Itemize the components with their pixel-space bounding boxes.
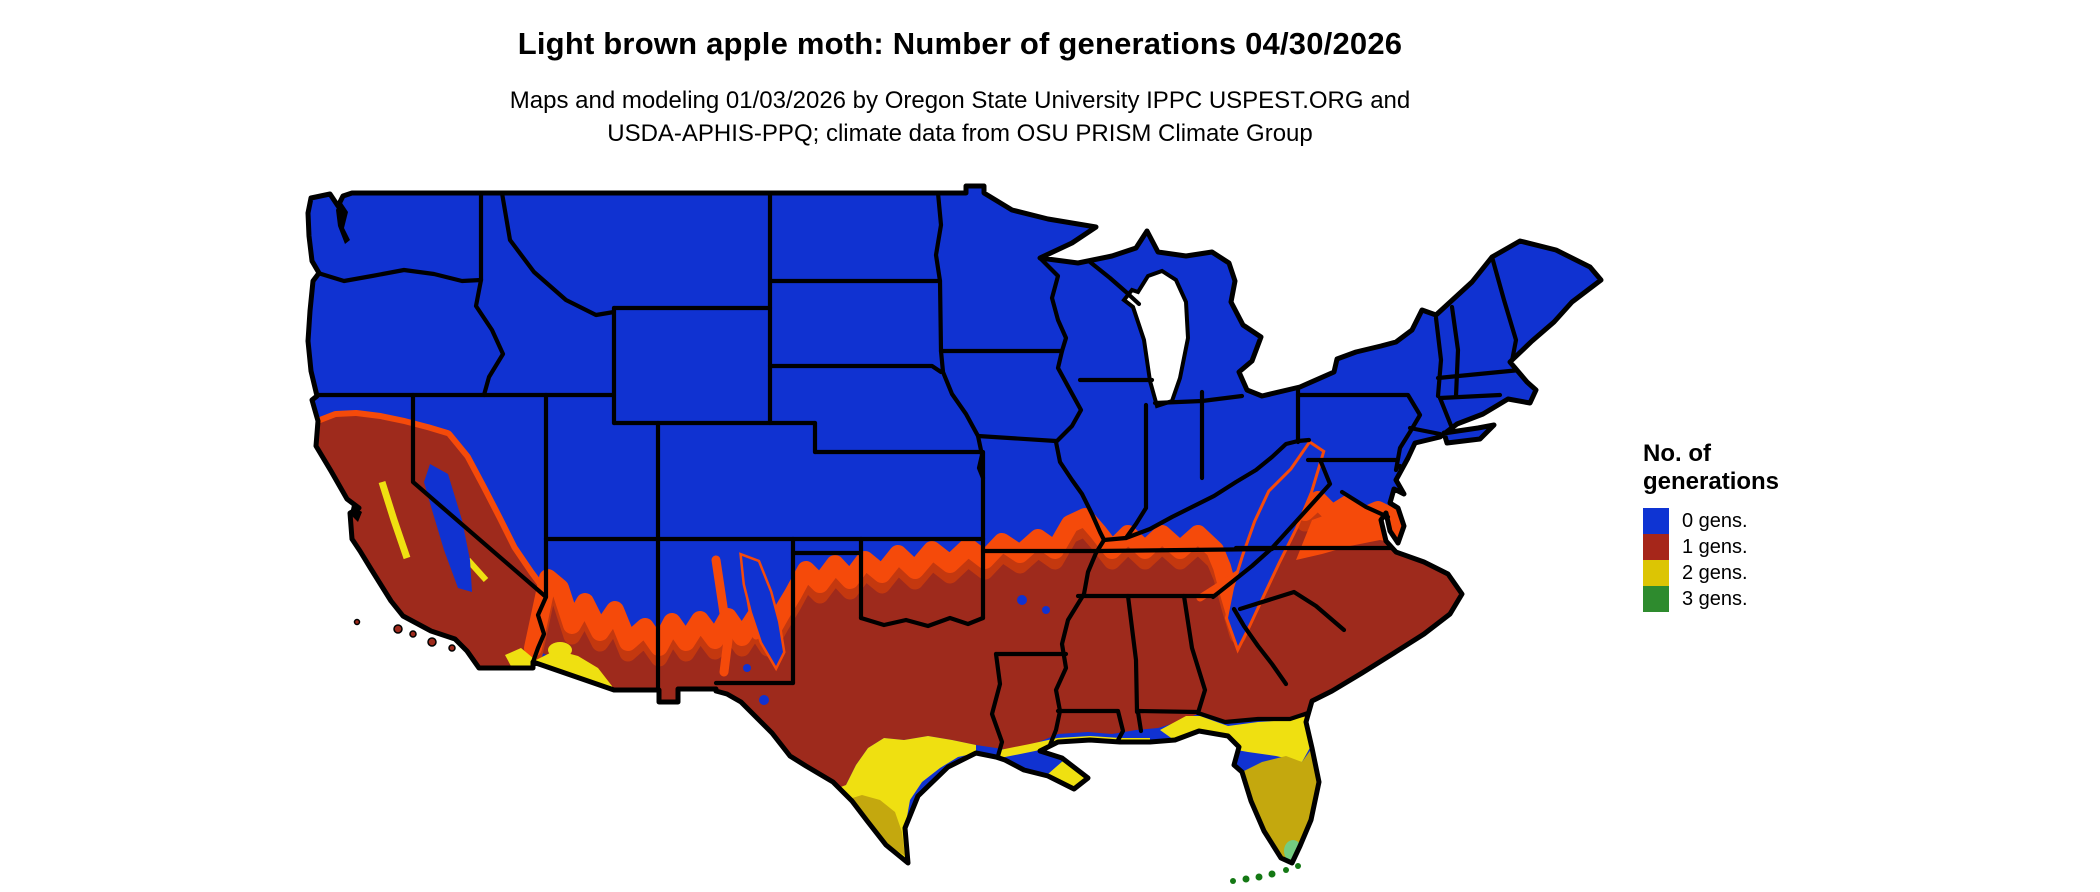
blue-pocket xyxy=(759,695,769,705)
map-fill-layers xyxy=(308,186,1601,863)
legend-item-0-gens: 0 gens. xyxy=(1643,508,1943,534)
page-subtitle: Maps and modeling 01/03/2026 by Oregon S… xyxy=(0,84,1920,150)
key-dot xyxy=(1230,878,1236,884)
legend-swatch-icon xyxy=(1643,586,1669,612)
legend-label: 1 gens. xyxy=(1682,535,1748,558)
legend-swatch xyxy=(1643,508,1669,534)
legend-swatch-icon xyxy=(1643,534,1669,560)
legend-item-3-gens: 3 gens. xyxy=(1643,586,1943,612)
las-vegas-yellow xyxy=(548,642,572,658)
legend-item-1-gens: 1 gens. xyxy=(1643,534,1943,560)
key-dot xyxy=(1242,875,1250,883)
island-dot xyxy=(353,618,361,626)
header: Light brown apple moth: Number of genera… xyxy=(0,0,1920,150)
sierra-nevada-blue xyxy=(424,464,472,592)
legend-title: No. of generations xyxy=(1643,440,1943,496)
map-region-1-gen-california xyxy=(316,416,546,668)
legend-item-2-gens: 2 gens. xyxy=(1643,560,1943,586)
puget-sound xyxy=(336,200,350,244)
blue-pocket xyxy=(1017,595,1027,605)
north-florida-yellow xyxy=(1160,716,1312,762)
key-dot xyxy=(1283,867,1289,873)
island-dot xyxy=(409,630,417,638)
blue-pocket xyxy=(1042,606,1050,614)
page-title: Light brown apple moth: Number of genera… xyxy=(517,26,1403,61)
legend: No. of generations 0 gens. 1 gens. 2 gen… xyxy=(1643,440,1943,612)
legend-title-line-1: No. of xyxy=(1643,440,1711,467)
south-valley-yellow xyxy=(465,557,489,583)
key-dot xyxy=(1268,870,1276,878)
key-dot xyxy=(1295,863,1301,869)
subtitle-line-2: USDA-APHIS-PPQ; climate data from OSU PR… xyxy=(607,120,1313,147)
legend-label: 3 gens. xyxy=(1682,587,1748,610)
legend-label: 0 gens. xyxy=(1682,509,1748,532)
florida-peninsula-gold xyxy=(1242,748,1319,863)
legend-swatch xyxy=(1643,586,1669,612)
island-dot xyxy=(393,624,403,634)
legend-title-line-2: generations xyxy=(1643,468,1780,495)
subtitle-line-1: Maps and modeling 01/03/2026 by Oregon S… xyxy=(509,87,1411,114)
tucson-yellow xyxy=(614,707,642,725)
channel-islands xyxy=(353,618,456,652)
island-dot xyxy=(448,644,456,652)
legend-label: 2 gens. xyxy=(1682,561,1748,584)
legend-swatch xyxy=(1643,560,1669,586)
red-spot xyxy=(1439,575,1449,585)
san-francisco-bay xyxy=(350,505,362,522)
offshore-details xyxy=(336,200,1301,884)
central-valley-yellow xyxy=(378,480,411,560)
blue-pockets xyxy=(743,595,1050,705)
legend-swatch xyxy=(1643,534,1669,560)
rio-grande-stripe xyxy=(711,555,733,677)
legend-swatch-icon xyxy=(1643,508,1669,534)
map-region-1-gen-south xyxy=(533,500,1462,788)
legend-swatch-icon xyxy=(1643,560,1669,586)
us-outline xyxy=(305,183,1604,866)
legend-items: 0 gens. 1 gens. 2 gens. 3 gens. xyxy=(1643,508,1943,612)
florida-keys xyxy=(1230,863,1301,884)
blue-pocket xyxy=(743,664,751,672)
island-dot xyxy=(427,637,437,647)
east-nm-blue-tongue xyxy=(742,556,783,666)
key-dot xyxy=(1255,873,1263,881)
